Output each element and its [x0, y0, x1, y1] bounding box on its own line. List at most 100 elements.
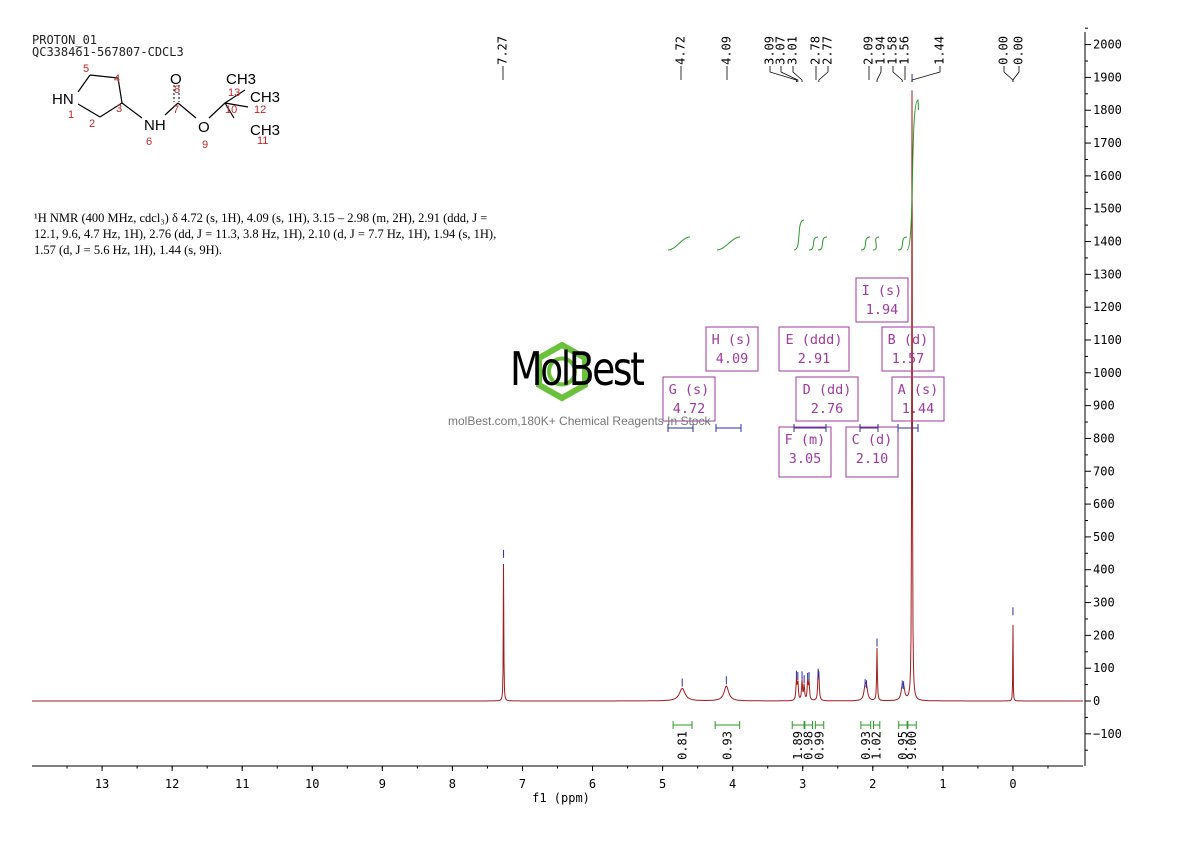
bond [177, 102, 197, 119]
integral-value: 0.93 [859, 731, 873, 760]
peak-label: 1.58 [886, 36, 900, 65]
y-tick-label: 1100 [1093, 333, 1122, 347]
x-tick-label: 6 [589, 777, 596, 791]
peak-label-connector [1003, 66, 1014, 82]
multiplet-shift: 4.72 [673, 401, 706, 417]
multiplet-shift: 1.94 [866, 302, 899, 318]
multiplet-box [778, 326, 850, 372]
integral-curve [860, 236, 871, 251]
atom-number: 3 [116, 103, 122, 115]
integral-value: 1.89 [791, 731, 805, 760]
bond [77, 103, 101, 118]
peak-label: 4.09 [720, 36, 734, 65]
peak-label: 0.00 [1012, 36, 1026, 65]
atom-label: CH3 [250, 122, 280, 139]
integral-value: 0.93 [720, 731, 734, 760]
y-tick-label: 200 [1093, 628, 1115, 642]
atom-label: O [198, 119, 210, 136]
atom-label: CH3 [226, 71, 256, 88]
peak-label-connector [876, 66, 882, 82]
y-tick-label: 1500 [1093, 202, 1122, 216]
multiplet-label: A (s) [898, 382, 939, 398]
y-tick-label: 1800 [1093, 103, 1122, 117]
atom-number: 6 [146, 136, 152, 148]
peak-label: 1.56 [898, 36, 912, 65]
multiplet-label: C (d) [852, 432, 893, 448]
nmr-description-line-3: 1.57 (d, J = 5.6 Hz, 1H), 1.44 (s, 9H). [34, 243, 222, 257]
x-tick-label: 3 [799, 777, 806, 791]
peak-label-connector [780, 66, 799, 82]
peak-label: 3.07 [774, 36, 788, 65]
peak-label: 2.77 [821, 36, 835, 65]
bond [99, 102, 123, 118]
nmr-description-line-2: 12.1, 9.6, 4.7 Hz, 1H), 2.76 (dd, J = 11… [34, 227, 497, 241]
peak-label: 0.00 [997, 36, 1011, 65]
x-tick-label: 4 [729, 777, 736, 791]
y-tick-label: 1200 [1093, 300, 1122, 314]
atom-number: 8 [174, 84, 180, 96]
atom-number: 5 [83, 63, 89, 75]
x-tick-label: 13 [95, 777, 109, 791]
experiment-name: PROTON_01 [32, 33, 98, 47]
x-tick-label: 11 [235, 777, 249, 791]
atom-label: HN [52, 91, 74, 108]
molbest-logo-icon [536, 342, 588, 402]
y-tick-label: 1400 [1093, 235, 1122, 249]
y-tick-label: 700 [1093, 464, 1115, 478]
peak-label: 3.01 [786, 36, 800, 65]
peak-label-connector [1012, 66, 1020, 82]
integral-value: 9.00 [905, 731, 919, 760]
integral-curve [906, 99, 919, 251]
peak-label-connector [769, 66, 797, 82]
atom-label: O [170, 71, 182, 88]
y-tick-label: 900 [1093, 399, 1115, 413]
y-tick-label: 1700 [1093, 136, 1122, 150]
multiplet-label: F (m) [785, 432, 826, 448]
multiplet-shift: 2.91 [798, 351, 831, 367]
atom-number: 9 [202, 139, 208, 151]
x-tick-label: 9 [379, 777, 386, 791]
x-tick-label: 10 [305, 777, 319, 791]
nmr-description-line-1: ¹H NMR (400 MHz, cdcl₃) δ 4.72 (s, 1H), … [34, 211, 488, 225]
atom-number: 12 [254, 104, 266, 116]
spectrum-line [32, 90, 1083, 702]
x-axis-label: f1 (ppm) [532, 791, 590, 805]
y-tick-label: 600 [1093, 497, 1115, 511]
multiplet-box [855, 277, 909, 323]
x-tick-label: 2 [869, 777, 876, 791]
x-tick-label: 7 [519, 777, 526, 791]
peak-label-connector [892, 66, 903, 82]
integral-value: 0.81 [676, 731, 690, 760]
y-tick-label: 2000 [1093, 38, 1122, 52]
bond [121, 102, 143, 119]
atom-label: CH3 [250, 89, 280, 106]
multiplet-label: B (d) [888, 332, 929, 348]
bond [224, 102, 249, 108]
multiplet-box [845, 426, 899, 478]
atom-label: NH [144, 117, 166, 134]
bond [117, 77, 123, 104]
atom-number: 2 [89, 118, 95, 130]
bond [77, 74, 91, 93]
y-tick-label: 1300 [1093, 267, 1122, 281]
y-tick-label: 500 [1093, 530, 1115, 544]
watermark-slogan: molBest.com,180K+ Chemical Reagents In S… [448, 414, 711, 428]
integral-value: 0.99 [813, 731, 827, 760]
watermark-brand: MolBest [510, 342, 645, 396]
multiplet-box [891, 376, 945, 422]
multiplet-label: I (s) [862, 283, 903, 299]
peak-label: 1.94 [874, 36, 888, 65]
integral-curve [667, 236, 691, 251]
y-tick-label: 400 [1093, 563, 1115, 577]
integral-curve [808, 236, 819, 251]
y-tick-label: 0 [1093, 694, 1100, 708]
multiplet-shift: 1.44 [902, 401, 935, 417]
y-tick-label: 100 [1093, 661, 1115, 675]
multiplet-shift: 1.57 [892, 351, 925, 367]
multiplet-shift: 2.76 [811, 401, 844, 417]
y-tick-label: 1000 [1093, 366, 1122, 380]
y-tick-label: 800 [1093, 431, 1115, 445]
bond [164, 102, 179, 116]
